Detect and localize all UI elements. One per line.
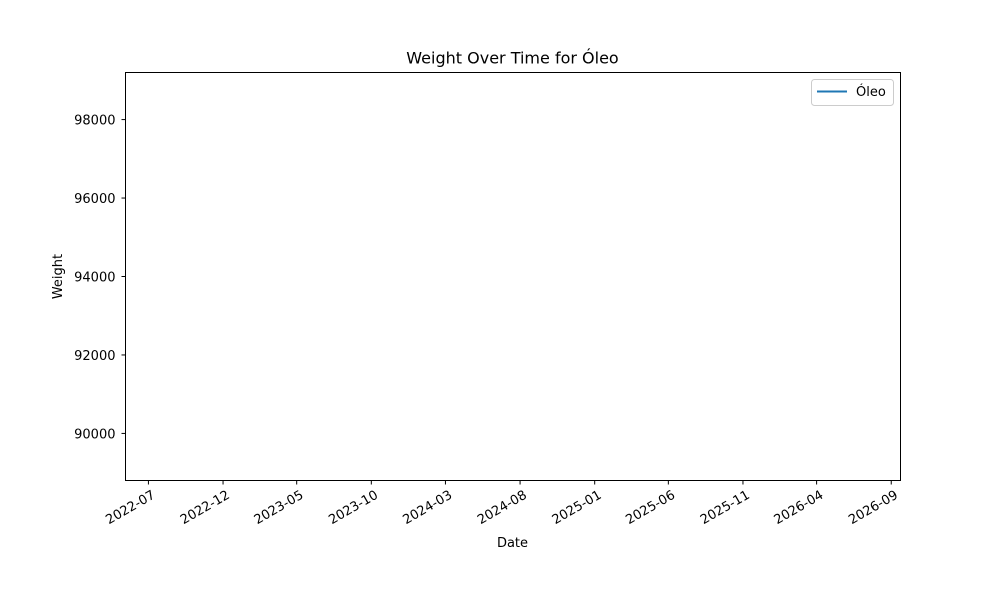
y-tick-label: 92000 <box>74 349 115 364</box>
legend-entry-label: Óleo <box>856 84 886 100</box>
y-tick-label: 96000 <box>74 192 115 207</box>
y-axis: 90000 92000 94000 96000 98000 <box>74 114 126 442</box>
y-tick-label: 94000 <box>74 271 115 286</box>
x-axis-label: Date <box>497 536 528 551</box>
legend-box <box>811 79 894 106</box>
legend: Óleo <box>811 79 894 106</box>
y-tick-label: 90000 <box>74 427 115 442</box>
chart-title: Weight Over Time for Óleo <box>406 49 618 68</box>
y-axis-label: Weight <box>51 254 66 299</box>
y-tick-label: 98000 <box>74 114 115 129</box>
